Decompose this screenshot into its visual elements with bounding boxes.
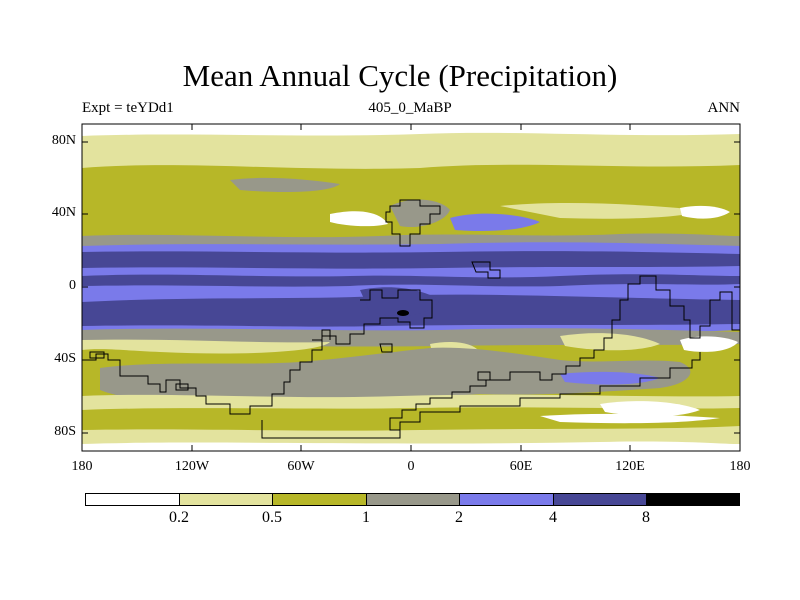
lat-label-40s: 40S — [54, 351, 76, 366]
field-equator-band — [82, 274, 740, 287]
colorbar-label-4: 4 — [549, 509, 557, 526]
field-itcz-north — [82, 251, 740, 269]
coastline-islands — [89, 343, 491, 391]
experiment-label: Expt = teYDd1 — [82, 100, 174, 116]
colorbar-label-2: 1 — [362, 509, 370, 526]
colorbar-swatch-3 — [366, 493, 459, 506]
axis-ticks — [82, 124, 740, 451]
field-ssub-white — [680, 336, 738, 352]
field-south-white-2 — [540, 413, 720, 424]
colorbar-swatch-4 — [459, 493, 553, 506]
field-south-band — [82, 407, 740, 431]
lon-label-120w: 120W — [174, 459, 210, 474]
map-field — [82, 124, 740, 451]
lon-label-180w: 180 — [71, 459, 93, 474]
lat-label-eq: 0 — [69, 278, 76, 293]
colorbar-label-0: 0.2 — [169, 509, 189, 526]
coastline-small-island — [471, 261, 501, 279]
colorbar-swatch-6 — [646, 493, 740, 506]
lon-label-120e: 120E — [615, 459, 645, 474]
colorbar-swatch-2 — [272, 493, 366, 506]
plot-title: Mean Annual Cycle (Precipitation) — [182, 58, 618, 93]
field-south-white — [600, 401, 700, 417]
field-nmid-white-2 — [680, 205, 730, 219]
lon-label-0: 0 — [407, 459, 415, 474]
field-south-continent — [100, 347, 691, 403]
field-ssub-light-2 — [560, 333, 660, 351]
colorbar-label-1: 0.5 — [262, 509, 282, 526]
field-nmid-blue — [450, 213, 540, 232]
season-label: ANN — [707, 100, 741, 116]
field-ssub-light — [82, 339, 330, 354]
field-south-blue — [560, 371, 660, 385]
colorbar-swatch-5 — [553, 493, 646, 506]
lon-label-60w: 60W — [287, 459, 315, 474]
colorbar-label-3: 2 — [455, 509, 463, 526]
lat-label-80s: 80S — [54, 424, 76, 439]
lat-label-40n: 40N — [51, 205, 76, 220]
lon-label-180e: 180 — [729, 459, 751, 474]
coastline-gondwana — [86, 275, 740, 439]
period-label: 405_0_MaBP — [368, 100, 452, 116]
field-nmid-white — [330, 211, 388, 227]
colorbar-label-5: 8 — [642, 509, 650, 526]
field-nmid-light — [500, 203, 700, 219]
colorbar-swatch-1 — [179, 493, 272, 506]
field-nmid-gray — [230, 177, 340, 192]
field-max-precip — [397, 310, 409, 316]
lat-label-80n: 80N — [51, 133, 76, 148]
coastline-north-block — [385, 199, 441, 247]
field-arctic-band — [82, 149, 740, 161]
colorbar-swatch-0 — [85, 493, 179, 506]
lon-label-60e: 60E — [509, 459, 533, 474]
